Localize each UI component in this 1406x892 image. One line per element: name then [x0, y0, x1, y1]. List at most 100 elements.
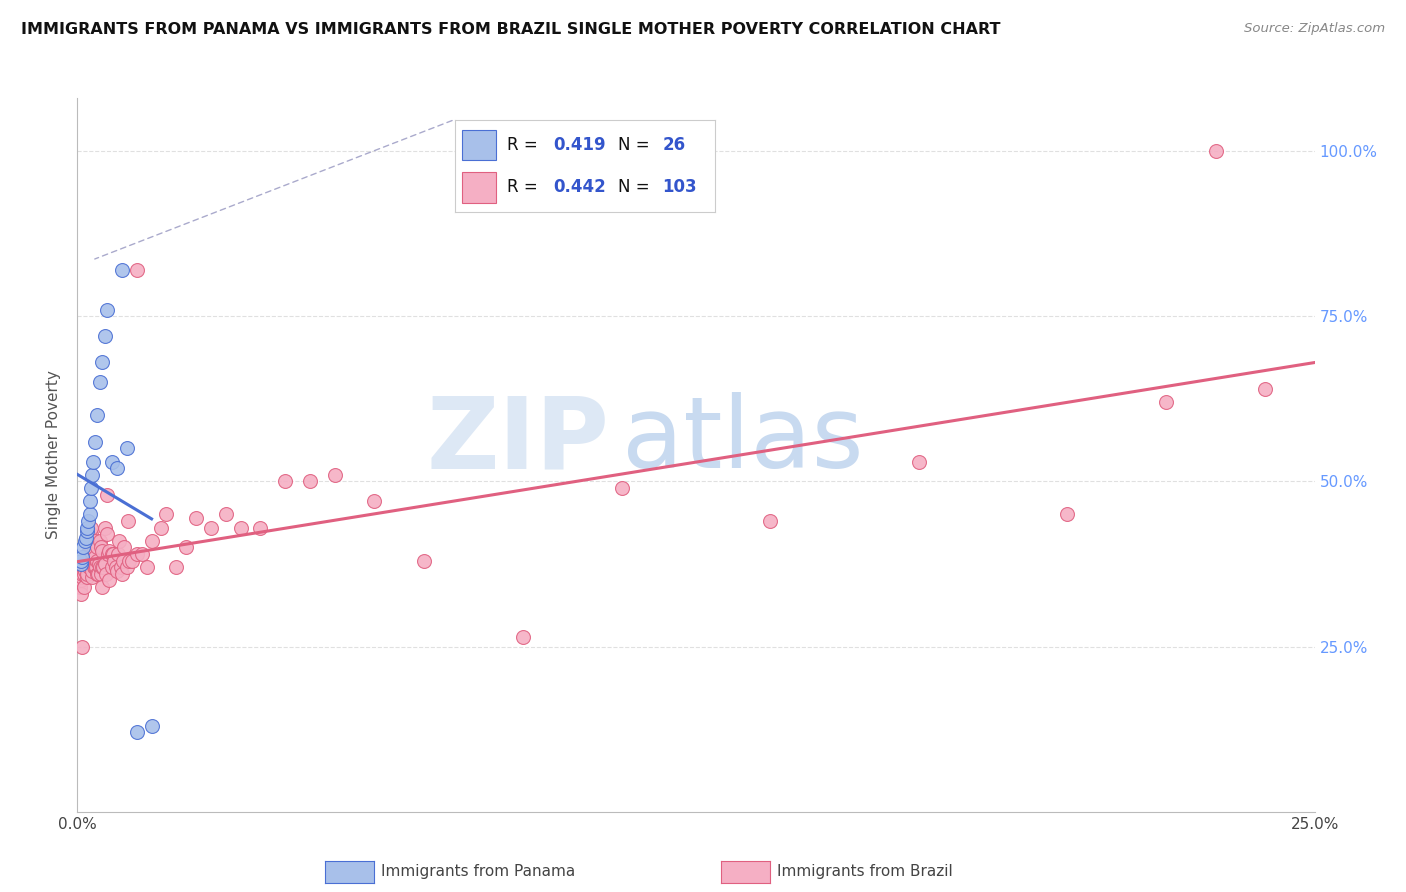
Point: [155, 508, 177, 522]
Point: [93, 520, 115, 534]
Point: [96, 302, 118, 317]
Point: [90, 541, 112, 555]
Point: [82, 570, 104, 584]
Point: [115, 442, 138, 456]
Point: [94, 566, 117, 581]
Point: [101, 547, 124, 561]
Point: [86, 409, 108, 423]
Point: [93, 329, 115, 343]
Point: [1205, 144, 1227, 158]
Point: [1056, 508, 1078, 522]
Point: [86, 541, 108, 555]
Point: [73, 533, 96, 548]
Text: Immigrants from Panama: Immigrants from Panama: [381, 864, 575, 879]
Point: [610, 481, 633, 495]
Point: [91, 355, 114, 369]
Point: [91, 543, 114, 558]
Point: [215, 508, 238, 522]
Text: 0.419: 0.419: [554, 136, 606, 154]
Point: [1154, 395, 1177, 409]
Point: [150, 520, 173, 534]
Point: [83, 560, 105, 574]
Point: [229, 520, 252, 534]
Point: [77, 560, 100, 574]
Text: IMMIGRANTS FROM PANAMA VS IMMIGRANTS FROM BRAZIL SINGLE MOTHER POVERTY CORRELATI: IMMIGRANTS FROM PANAMA VS IMMIGRANTS FRO…: [21, 22, 1001, 37]
Point: [83, 533, 105, 548]
Point: [115, 560, 138, 574]
Point: [80, 481, 103, 495]
Point: [80, 541, 103, 555]
Point: [72, 541, 94, 555]
Point: [69, 580, 91, 594]
Point: [298, 475, 321, 489]
Point: [70, 587, 93, 601]
Point: [86, 566, 108, 581]
Bar: [463, 129, 496, 161]
Point: [70, 570, 93, 584]
Point: [89, 533, 111, 548]
Point: [91, 560, 114, 574]
Point: [98, 574, 121, 588]
Y-axis label: Single Mother Poverty: Single Mother Poverty: [46, 370, 62, 540]
Point: [96, 527, 118, 541]
Point: [249, 520, 271, 534]
Point: [125, 725, 148, 739]
Point: [98, 543, 121, 558]
Point: [76, 524, 98, 538]
Point: [76, 566, 98, 581]
Point: [77, 554, 100, 568]
Point: [141, 719, 163, 733]
Point: [76, 550, 98, 565]
Point: [73, 580, 96, 594]
Point: [105, 564, 128, 578]
Point: [121, 554, 143, 568]
Text: R =: R =: [506, 136, 543, 154]
Point: [89, 560, 111, 574]
Point: [79, 494, 101, 508]
Point: [80, 527, 103, 541]
Text: N =: N =: [619, 178, 655, 195]
Point: [1254, 382, 1277, 396]
Point: [96, 487, 118, 501]
Point: [110, 560, 132, 574]
Bar: [463, 172, 496, 203]
Point: [117, 514, 139, 528]
Point: [83, 560, 105, 574]
Text: R =: R =: [506, 178, 543, 195]
Point: [125, 547, 148, 561]
Point: [97, 547, 120, 561]
Point: [174, 541, 197, 555]
Point: [79, 541, 101, 555]
Point: [200, 520, 222, 534]
Point: [77, 547, 100, 561]
Point: [101, 454, 124, 468]
Point: [70, 554, 93, 568]
Point: [323, 467, 346, 482]
Point: [141, 533, 163, 548]
Point: [135, 560, 157, 574]
Point: [79, 547, 101, 561]
Point: [112, 554, 135, 568]
Point: [75, 531, 97, 545]
Point: [101, 547, 124, 561]
Point: [82, 547, 104, 561]
Point: [76, 570, 98, 584]
Point: [82, 554, 104, 568]
Point: [274, 475, 297, 489]
Point: [83, 550, 105, 565]
Point: [77, 557, 100, 571]
Point: [125, 263, 148, 277]
Point: [69, 574, 91, 588]
Point: [412, 554, 434, 568]
Point: [87, 557, 110, 571]
Point: [118, 554, 141, 568]
Point: [87, 566, 110, 581]
Text: ZIP: ZIP: [426, 392, 609, 489]
Point: [111, 263, 134, 277]
Text: Source: ZipAtlas.com: Source: ZipAtlas.com: [1244, 22, 1385, 36]
Text: Immigrants from Brazil: Immigrants from Brazil: [778, 864, 953, 879]
Point: [165, 560, 187, 574]
Point: [82, 467, 104, 482]
Point: [75, 564, 97, 578]
Point: [93, 557, 115, 571]
